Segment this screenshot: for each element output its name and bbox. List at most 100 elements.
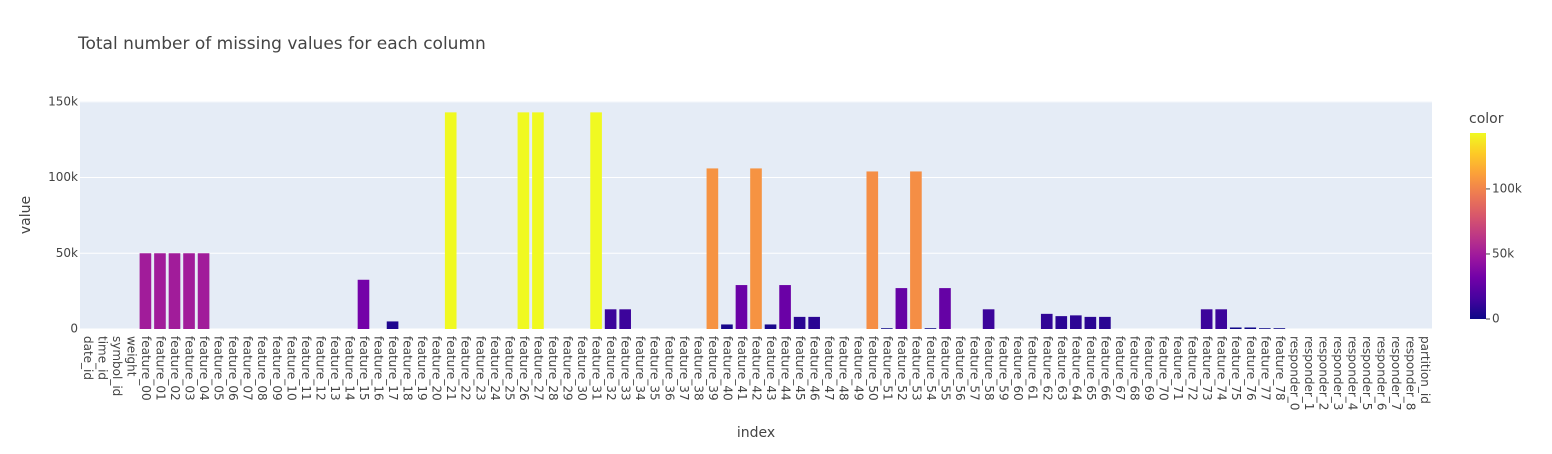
- x-tick-label: feature_75: [1229, 336, 1243, 401]
- x-tick-label: feature_69: [1142, 336, 1156, 401]
- x-axis-label: index: [737, 425, 775, 441]
- x-tick-label: feature_50: [866, 336, 880, 401]
- x-tick-label: feature_78: [1273, 336, 1287, 401]
- x-tick-label: feature_35: [648, 336, 662, 401]
- x-tick-label: feature_73: [1200, 336, 1214, 401]
- x-tick-label: feature_09: [270, 336, 284, 401]
- x-tick-label: feature_70: [1157, 336, 1171, 401]
- x-tick-label: feature_24: [488, 336, 502, 401]
- x-tick-label: feature_64: [1069, 336, 1083, 401]
- bar: [881, 328, 893, 329]
- bar: [808, 316, 820, 329]
- x-tick-label: feature_30: [575, 336, 589, 401]
- x-tick-label: feature_55: [938, 336, 952, 401]
- bar: [1084, 316, 1097, 329]
- bar: [197, 253, 210, 329]
- bar: [982, 309, 995, 329]
- x-tick-label: feature_42: [750, 336, 764, 401]
- x-tick-label: feature_07: [241, 336, 255, 401]
- bar: [619, 309, 631, 329]
- x-tick-label: feature_56: [953, 336, 967, 401]
- x-tick-label: feature_61: [1026, 336, 1040, 401]
- bar: [750, 168, 762, 329]
- x-tick-label: feature_01: [153, 336, 167, 401]
- bar: [721, 324, 733, 329]
- x-tick-label: feature_51: [880, 336, 894, 401]
- x-tick-label: feature_33: [619, 336, 633, 401]
- x-tick-label: feature_57: [968, 336, 982, 401]
- x-tick-label: feature_11: [299, 336, 313, 401]
- x-tick-label: feature_52: [895, 336, 909, 401]
- y-axis-label: value: [18, 196, 34, 234]
- bar: [604, 309, 617, 329]
- x-tick-label: feature_12: [313, 336, 327, 401]
- x-tick-label: responder_4: [1346, 336, 1360, 410]
- x-tick-label: feature_72: [1186, 336, 1200, 401]
- x-tick-label: feature_26: [517, 336, 531, 401]
- bar: [939, 288, 951, 329]
- x-tick-label: feature_19: [415, 336, 429, 401]
- y-tick-label: 50k: [56, 246, 78, 260]
- x-tick-label: responder_2: [1316, 336, 1330, 410]
- x-tick-label: feature_46: [808, 336, 822, 401]
- x-tick-label: feature_15: [357, 336, 371, 401]
- x-tick-label: partition_id: [1418, 336, 1432, 404]
- bar: [1055, 316, 1068, 329]
- bar: [357, 279, 370, 329]
- x-tick-label: feature_18: [401, 336, 415, 401]
- x-tick-label: feature_16: [372, 336, 386, 401]
- x-tick-label: feature_06: [226, 336, 240, 401]
- bar: [1259, 328, 1271, 329]
- x-tick-label: responder_3: [1331, 336, 1345, 410]
- x-tick-label: feature_08: [255, 336, 269, 401]
- x-tick-label: feature_41: [735, 336, 749, 401]
- colorbar-tick-label: 50k: [1492, 246, 1514, 260]
- bar: [444, 112, 457, 330]
- x-tick-label: feature_48: [837, 336, 851, 401]
- x-tick-label: feature_20: [430, 336, 444, 401]
- bar: [1215, 309, 1228, 329]
- x-tick-label: feature_25: [502, 336, 516, 401]
- bar: [910, 171, 922, 329]
- x-tick-label: feature_04: [197, 336, 211, 401]
- x-tick-label: feature_68: [1127, 336, 1141, 401]
- x-tick-label: feature_31: [590, 336, 604, 401]
- x-tick-label: feature_10: [284, 336, 298, 401]
- bar: [1273, 328, 1286, 329]
- x-tick-label: feature_39: [706, 336, 720, 401]
- x-tick-label: feature_17: [386, 336, 400, 401]
- bar: [735, 285, 748, 329]
- x-tick-label: feature_53: [909, 336, 923, 401]
- x-tick-label: feature_49: [851, 336, 865, 401]
- x-tick-label: date_id: [81, 336, 95, 380]
- x-tick-label: feature_05: [212, 336, 226, 401]
- x-tick-label: feature_34: [633, 336, 647, 401]
- chart-title: Total number of missing values for each …: [77, 34, 486, 54]
- x-tick-label: weight: [124, 336, 138, 377]
- bar: [779, 285, 791, 329]
- x-tick-label: feature_32: [604, 336, 618, 401]
- colorbar: [1470, 133, 1486, 319]
- x-tick-label: feature_13: [328, 336, 342, 401]
- x-tick-label: responder_1: [1302, 336, 1316, 410]
- x-tick-label: feature_67: [1113, 336, 1127, 401]
- colorbar-tick-label: 100k: [1492, 181, 1522, 195]
- x-tick-label: feature_14: [342, 336, 356, 401]
- x-tick-label: responder_7: [1389, 336, 1403, 410]
- x-tick-label: feature_59: [997, 336, 1011, 401]
- x-tick-label: feature_00: [139, 336, 153, 401]
- bar: [1244, 327, 1257, 329]
- bar: [183, 253, 195, 329]
- x-tick-label: feature_38: [691, 336, 705, 401]
- bar: [793, 316, 806, 329]
- x-tick-label: feature_43: [764, 336, 778, 401]
- x-tick-label: feature_44: [779, 336, 793, 401]
- bar: [168, 253, 181, 329]
- x-tick-label: responder_5: [1360, 336, 1374, 410]
- x-tick-label: feature_65: [1084, 336, 1098, 401]
- bar: [1229, 327, 1242, 329]
- x-tick-label: feature_47: [822, 336, 836, 401]
- x-tick-label: feature_71: [1171, 336, 1185, 401]
- x-tick-label: responder_8: [1404, 336, 1418, 410]
